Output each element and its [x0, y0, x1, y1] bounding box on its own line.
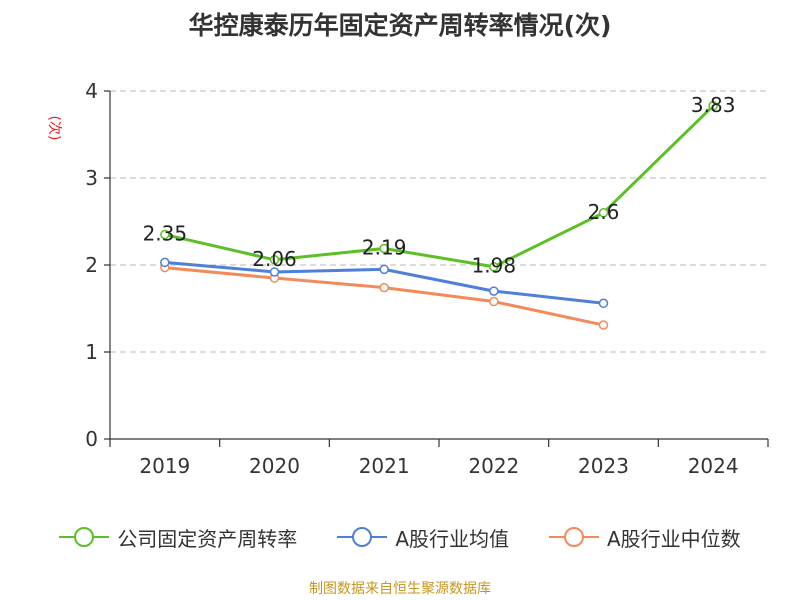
x-tick-label-2: 2021 — [359, 454, 410, 478]
series-2-point-2 — [379, 282, 389, 293]
data-label-1: 2.06 — [252, 247, 297, 271]
x-tick-label-1: 2020 — [249, 454, 300, 478]
y-tick-label-3: 3 — [85, 166, 98, 190]
legend: 公司固定资产周转率 A股行业均值 A股行业中位数 — [0, 520, 800, 554]
series-1-point-1 — [269, 267, 280, 277]
series-2-point-4 — [598, 320, 609, 330]
y-axis-label: (次) — [46, 116, 62, 141]
series-0-point-0 — [160, 229, 170, 240]
x-tick-label-4: 2023 — [578, 454, 629, 478]
x-tick-label-0: 2019 — [139, 454, 190, 478]
y-tick-label-0: 0 — [85, 427, 98, 451]
y-tick-label-1: 1 — [85, 340, 98, 364]
legend-swatch-2 — [549, 527, 599, 547]
series-line-0 — [164, 104, 715, 269]
legend-item-2: A股行业中位数 — [549, 523, 741, 552]
series-1-point-2 — [379, 264, 389, 275]
series-0-point-2 — [379, 243, 389, 254]
legend-item-0: 公司固定资产周转率 — [59, 523, 297, 552]
series-0-point-5 — [708, 101, 718, 111]
x-tick-label-5: 2024 — [688, 454, 739, 478]
series-0-point-1 — [269, 255, 280, 265]
series-2-point-3 — [489, 296, 499, 307]
y-tick-label-4: 4 — [85, 79, 98, 103]
series-0-point-4 — [598, 208, 609, 218]
data-label-0: 2.35 — [143, 222, 188, 246]
data-label-4: 2.6 — [588, 200, 620, 224]
series-1-point-0 — [160, 257, 170, 268]
source-note: 制图数据来自恒生聚源数据库 — [309, 581, 491, 597]
series-0-point-3 — [489, 261, 499, 272]
legend-swatch-1 — [337, 527, 388, 547]
chart-title: 华控康泰历年固定资产周转率情况(次) — [188, 11, 612, 40]
y-tick-label-2: 2 — [85, 253, 98, 277]
series-1-point-3 — [489, 286, 499, 296]
legend-label-1: A股行业均值 — [395, 526, 509, 551]
x-tick-label-3: 2022 — [468, 454, 519, 478]
data-label-5: 3.83 — [691, 93, 736, 117]
data-label-3: 1.98 — [472, 254, 517, 278]
data-label-2: 2.19 — [362, 235, 407, 259]
legend-swatch-0 — [59, 527, 110, 547]
legend-label-2: A股行业中位数 — [607, 526, 741, 551]
legend-item-1: A股行业均值 — [337, 523, 509, 552]
legend-label-0: 公司固定资产周转率 — [117, 526, 298, 551]
series-1-point-4 — [598, 298, 609, 309]
